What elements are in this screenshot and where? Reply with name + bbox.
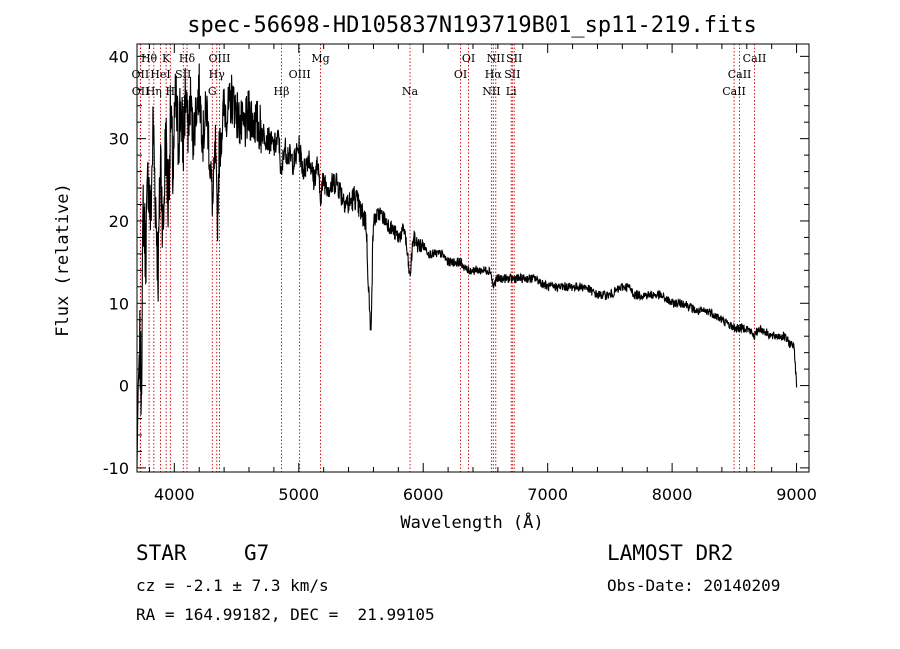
x-tick-label: 4000: [154, 485, 195, 504]
x-tick-label: 5000: [278, 485, 319, 504]
x-tick-label: 6000: [403, 485, 444, 504]
line-marker-label: Hγ: [209, 68, 226, 81]
chart-title: spec-56698-HD105837N193719B01_sp11-219.f…: [187, 13, 757, 38]
line-marker-label: HeI: [150, 68, 170, 81]
line-marker-labels: OIIOIIHθHηHeIKHSIIHδGHγOIIIHβOIIIMgNaOIO…: [132, 52, 767, 98]
line-marker-label: CaII: [722, 85, 746, 98]
line-marker-label: CaII: [743, 52, 767, 65]
line-marker-label: K: [162, 52, 171, 65]
line-marker-label: NII: [482, 85, 500, 98]
y-tick-label: -10: [103, 459, 129, 478]
x-tick-label: 7000: [527, 485, 568, 504]
line-marker-label: SII: [504, 68, 520, 81]
line-marker-label: OIII: [208, 52, 230, 65]
line-marker-label: Na: [402, 85, 419, 98]
x-tick-label: 9000: [776, 485, 817, 504]
y-tick-label: 0: [119, 377, 129, 396]
subclass-label: G7: [244, 541, 270, 565]
line-marker-label: Mg: [311, 52, 329, 65]
plot-frame: [136, 43, 810, 473]
line-marker-label: OIII: [289, 68, 311, 81]
line-marker-label: OII: [132, 68, 150, 81]
line-marker-label: G: [208, 85, 217, 98]
coordinates-text: RA = 164.99182, DEC = 21.99105: [136, 605, 435, 624]
y-axis-label: Flux (relative): [53, 183, 73, 337]
line-marker-label: NII: [487, 52, 505, 65]
axis-ticks: 4000 5000 6000 7000 8000 9000 -10 0 10 20 30 40: [103, 44, 817, 504]
line-markers: [139, 44, 755, 472]
obs-date-text: Obs-Date: 20140209: [607, 576, 781, 595]
y-tick-label: 40: [109, 47, 129, 66]
line-marker-label: Hθ: [141, 52, 158, 65]
line-marker-label: SII: [506, 52, 522, 65]
redshift-text: cz = -2.1 ± 7.3 km/s: [136, 576, 329, 595]
line-marker-label: OI: [454, 68, 467, 81]
y-tick-label: 20: [109, 212, 129, 231]
line-marker-label: OII: [132, 85, 150, 98]
line-marker-label: Li: [506, 85, 517, 98]
y-tick-label: 10: [109, 294, 129, 313]
line-marker-label: Hα: [485, 68, 503, 81]
y-tick-label: 30: [109, 130, 129, 149]
line-marker-label: SII: [175, 68, 191, 81]
line-marker-label: Hβ: [274, 85, 290, 98]
line-marker-label: Hδ: [179, 52, 196, 65]
spectrum-line: [136, 63, 798, 468]
line-marker-label: CaII: [728, 68, 752, 81]
survey-label: LAMOST DR2: [607, 541, 734, 565]
class-label: STAR: [136, 541, 187, 565]
x-axis-label: Wavelength (Å): [400, 511, 543, 533]
x-tick-label: 8000: [652, 485, 693, 504]
line-marker-label: Hη: [146, 85, 162, 98]
line-marker-label: OI: [462, 52, 475, 65]
